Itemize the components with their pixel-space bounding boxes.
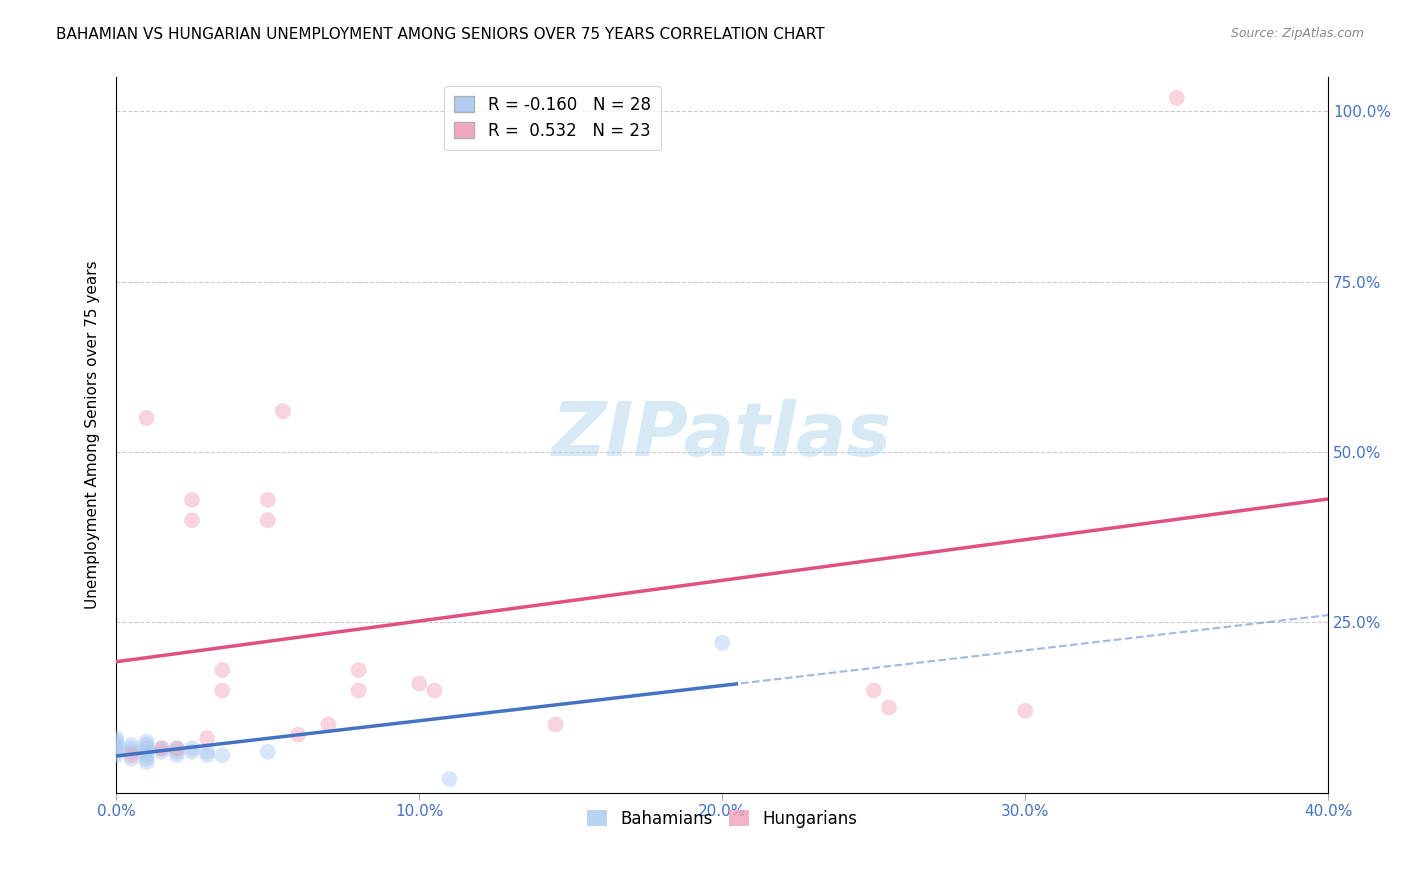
Point [347,663,370,677]
Point [211,663,233,677]
Point [135,734,157,748]
Point [135,748,157,763]
Point [166,745,188,759]
Point [150,741,173,756]
Point [195,748,218,763]
Point [166,748,188,763]
Point [862,683,884,698]
Point [135,745,157,759]
Text: Source: ZipAtlas.com: Source: ZipAtlas.com [1230,27,1364,40]
Point [256,745,278,759]
Y-axis label: Unemployment Among Seniors over 75 years: Unemployment Among Seniors over 75 years [86,260,100,609]
Point [120,745,142,759]
Point [120,738,142,752]
Point [166,741,188,756]
Point [711,636,734,650]
Point [211,683,233,698]
Point [195,745,218,759]
Point [105,738,128,752]
Point [150,745,173,759]
Point [287,728,309,742]
Point [135,751,157,765]
Point [135,411,157,425]
Text: ZIPatlas: ZIPatlas [553,399,893,472]
Point [271,404,294,418]
Point [181,513,204,527]
Point [423,683,446,698]
Point [1014,704,1036,718]
Point [135,741,157,756]
Legend: Bahamians, Hungarians: Bahamians, Hungarians [581,803,865,834]
Point [120,741,142,756]
Point [166,741,188,756]
Point [105,734,128,748]
Point [150,741,173,756]
Point [195,731,218,746]
Point [120,748,142,763]
Point [105,748,128,763]
Point [256,492,278,507]
Point [318,717,340,731]
Text: BAHAMIAN VS HUNGARIAN UNEMPLOYMENT AMONG SENIORS OVER 75 YEARS CORRELATION CHART: BAHAMIAN VS HUNGARIAN UNEMPLOYMENT AMONG… [56,27,825,42]
Point [211,748,233,763]
Point [181,492,204,507]
Point [347,683,370,698]
Point [877,700,900,714]
Point [408,676,430,690]
Point [120,751,142,765]
Point [1166,91,1188,105]
Point [105,745,128,759]
Point [544,717,567,731]
Point [105,731,128,746]
Point [181,745,204,759]
Point [105,741,128,756]
Point [181,741,204,756]
Point [135,755,157,769]
Point [135,738,157,752]
Point [256,513,278,527]
Point [439,772,461,786]
